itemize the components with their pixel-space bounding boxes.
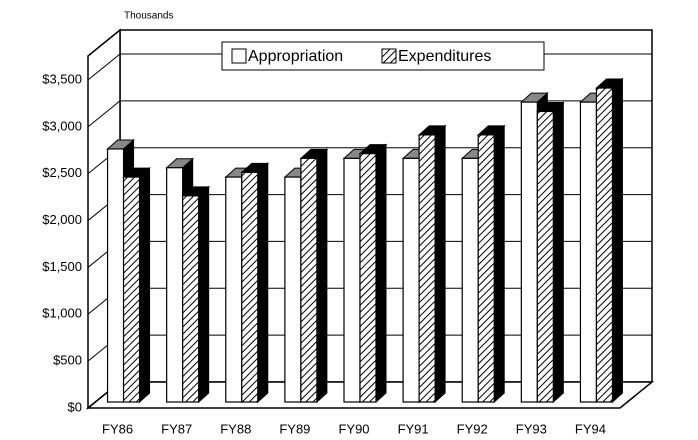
bar — [536, 110, 554, 403]
bar — [122, 176, 141, 403]
bar — [477, 134, 495, 403]
x-tick-label: FY91 — [398, 421, 429, 436]
bar-side — [434, 124, 446, 404]
x-tick-label: FY92 — [457, 421, 488, 436]
bar — [241, 171, 259, 403]
x-tick-label: FY88 — [220, 421, 251, 436]
bar — [461, 157, 479, 403]
bar — [343, 157, 361, 403]
bar — [595, 87, 614, 403]
x-tick-label: FY93 — [516, 421, 547, 436]
bar — [300, 157, 318, 403]
bar-side — [257, 162, 269, 404]
bar-side — [493, 124, 505, 404]
bar — [520, 101, 538, 403]
bar — [579, 101, 598, 403]
y-tick-label: $1,500 — [42, 259, 82, 274]
bar-side — [139, 166, 151, 404]
bar — [402, 157, 420, 403]
bar — [182, 195, 200, 403]
legend-label: Appropriation — [248, 48, 343, 65]
y-tick-label: $3,000 — [42, 118, 82, 133]
y-tick-label: $3,500 — [42, 71, 82, 86]
grid-line — [87, 100, 652, 128]
bar — [106, 148, 125, 403]
bar-side — [375, 143, 387, 404]
y-tick-label: $2,500 — [42, 165, 82, 180]
y-tick-label: $2,000 — [42, 212, 82, 227]
bar-side — [316, 148, 328, 404]
bar — [359, 153, 377, 403]
bar — [284, 176, 302, 403]
x-tick-label: FY94 — [575, 421, 606, 436]
bar-side — [198, 185, 210, 404]
bar — [225, 176, 243, 403]
legend-label: Expenditures — [398, 48, 491, 65]
legend: Appropriation Expenditures — [221, 41, 545, 71]
y-tick-label: $500 — [53, 353, 82, 368]
y-tick-label: $1,000 — [42, 306, 82, 321]
legend-swatch — [231, 48, 247, 64]
bar-side — [552, 101, 564, 404]
x-tick-label: FY90 — [338, 421, 369, 436]
y-axis-label: Thousands — [124, 11, 173, 22]
bar-side — [611, 77, 623, 404]
y-tick-label: $0 — [68, 399, 82, 414]
x-tick-label: FY87 — [161, 421, 192, 436]
legend-swatch — [381, 48, 397, 64]
bar — [166, 167, 184, 403]
x-tick-label: FY86 — [102, 421, 133, 436]
bar — [418, 134, 436, 403]
x-tick-label: FY89 — [279, 421, 310, 436]
